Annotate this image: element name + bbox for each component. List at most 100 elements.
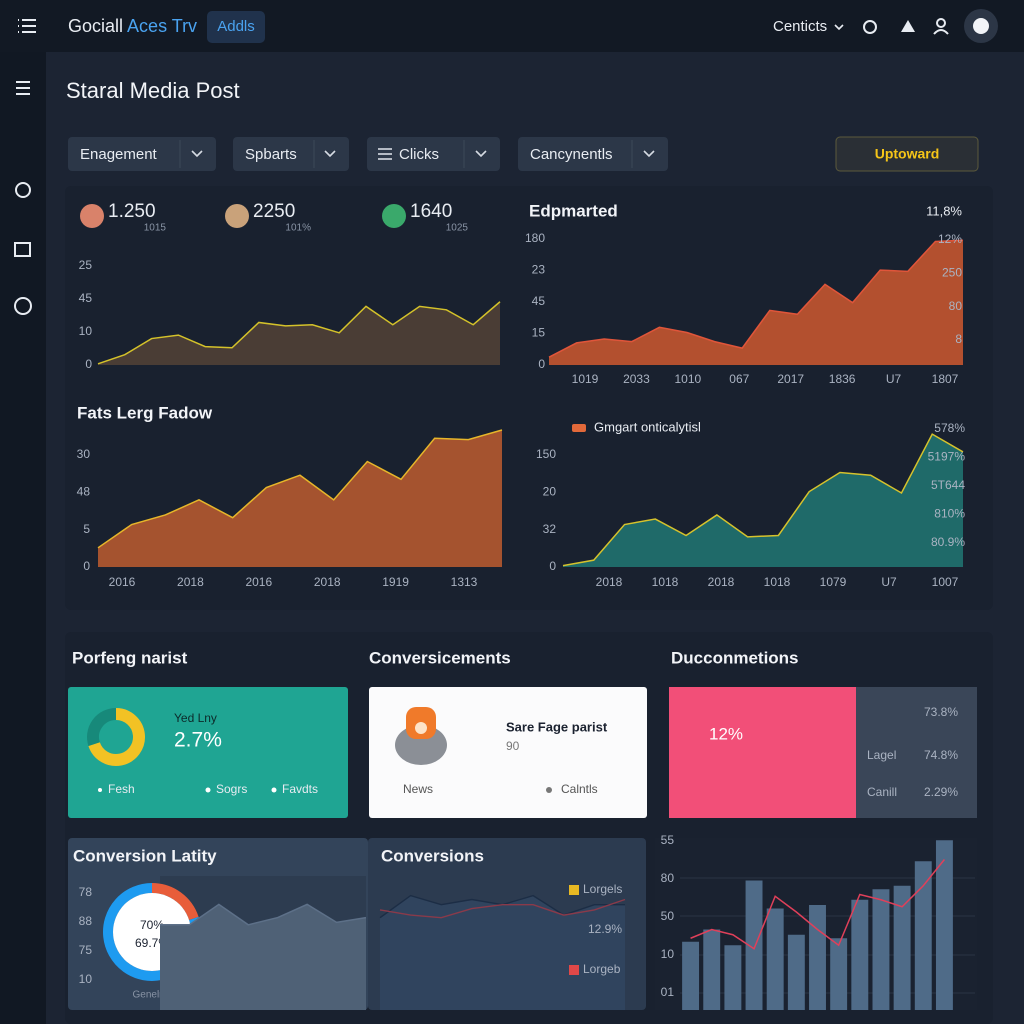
legend-label: Favdts	[282, 782, 318, 796]
icon[interactable]	[863, 20, 877, 34]
x-tick-label: U7	[886, 372, 902, 386]
filter-label[interactable]: Clicks	[399, 146, 439, 163]
avatar	[973, 18, 989, 34]
y-tick-label: 0	[85, 357, 92, 371]
line	[379, 898, 626, 919]
x-tick-label: U7	[881, 575, 897, 589]
stat-avatar	[225, 204, 249, 228]
bar	[766, 908, 784, 1010]
card-value: 73.8%	[924, 705, 958, 719]
card-value: 90	[506, 739, 520, 753]
y-tick-label: 78	[79, 885, 93, 899]
y-tick-label: 01	[661, 985, 675, 999]
topbar-button-label[interactable]: Addls	[217, 18, 255, 35]
bar	[682, 941, 700, 1010]
sidebar-icons[interactable]	[14, 81, 32, 315]
menu-icon[interactable]	[18, 19, 36, 33]
filter[interactable]	[367, 137, 500, 171]
stat-avatar	[382, 204, 406, 228]
chevrons	[191, 150, 655, 158]
action-button-label[interactable]: Uptoward	[875, 146, 940, 162]
filter[interactable]	[518, 137, 668, 171]
legend-label: Gmgart onticalytisl	[594, 419, 701, 434]
card-title: Ducconmetions	[671, 648, 799, 667]
filter-label[interactable]: Spbarts	[245, 146, 297, 163]
bar	[830, 938, 848, 1010]
topbar	[0, 0, 1024, 52]
y-tick-label: 23	[532, 263, 546, 277]
area-line	[160, 903, 367, 926]
bar	[893, 885, 911, 1010]
topbar-menu[interactable]: Centicts	[773, 18, 827, 35]
center-label: 70%	[140, 918, 164, 932]
x-tick-label: 2017	[777, 372, 804, 386]
topbar-button[interactable]	[207, 11, 265, 43]
user-icon	[933, 29, 949, 35]
y-tick-label: 45	[79, 291, 93, 305]
y-tick-label: 55	[661, 833, 675, 847]
stat-value: 1.250	[108, 201, 156, 222]
x-tick-label: 2018	[177, 575, 204, 589]
brand: Gociall Aces Trv	[68, 16, 197, 36]
card	[68, 687, 348, 818]
donut-footer: Genelrs	[132, 990, 167, 1001]
chart-title: Conversion Latity	[73, 846, 217, 865]
y2-tick-label: 5197%	[928, 450, 966, 464]
x-tick-label: 1007	[932, 575, 959, 589]
y-tick-label: 10	[661, 947, 675, 961]
y2-tick-label: 12%	[938, 232, 962, 246]
row-label: Lagel	[867, 748, 896, 762]
x-tick-label: 067	[729, 372, 749, 386]
filter[interactable]	[233, 137, 349, 171]
x-tick-label: 1010	[675, 372, 702, 386]
y-tick-label: 180	[525, 231, 545, 245]
page-title: Staral Media Post	[66, 78, 240, 103]
card-heading: Sare Fage parist	[506, 719, 608, 734]
filter-label[interactable]: Cancynentls	[530, 146, 613, 163]
chart-title: Conversions	[381, 846, 484, 865]
y2-tick-label: 810%	[934, 507, 965, 521]
y2-tick-label: 8	[955, 332, 962, 346]
legend-swatch	[569, 965, 579, 975]
donut-segment	[151, 883, 199, 921]
y-tick-label: 80	[661, 871, 675, 885]
area-line	[562, 433, 964, 567]
filter-label[interactable]: Enagement	[80, 146, 158, 163]
stat-sub: 101%	[285, 223, 311, 234]
y-tick-label: 75	[79, 943, 93, 957]
y-tick-label: 0	[549, 559, 556, 573]
brand-name: Gociall	[68, 16, 123, 36]
bar	[787, 934, 805, 1010]
card-title: Porfeng narist	[72, 648, 188, 667]
filter[interactable]	[68, 137, 216, 171]
chart-title: Edpmarted	[529, 201, 618, 220]
card	[856, 687, 977, 818]
list-icon	[378, 148, 392, 160]
x-tick-label: 1079	[820, 575, 847, 589]
area-fill	[98, 430, 502, 567]
x-tick-label: 1018	[652, 575, 679, 589]
bar	[703, 929, 721, 1010]
y-tick-label: 15	[532, 326, 546, 340]
legend-dot	[271, 787, 277, 793]
y-tick-label: 10	[79, 972, 93, 986]
card-value: 12%	[709, 724, 743, 743]
card-item: News	[403, 782, 433, 796]
icon[interactable]	[901, 20, 915, 32]
legend-dot	[98, 788, 102, 792]
stat-avatar	[80, 204, 104, 228]
y2-tick-label: 578%	[934, 421, 965, 435]
action-button[interactable]	[835, 136, 979, 172]
user-icon[interactable]	[936, 18, 946, 28]
y2-tick-label: 80.9%	[931, 535, 965, 549]
y-tick-label: 50	[661, 909, 675, 923]
legend-dot	[546, 787, 552, 793]
annotation: 12.9%	[588, 922, 622, 936]
y-tick-label: 0	[83, 559, 90, 573]
y-tick-label: 0	[538, 357, 545, 371]
area-fill	[563, 434, 963, 567]
corner-label: 11,8%	[926, 203, 962, 218]
x-tick-label: 2016	[245, 575, 272, 589]
x-tick-label: 1919	[382, 575, 409, 589]
stat-value: 1640	[410, 201, 452, 222]
